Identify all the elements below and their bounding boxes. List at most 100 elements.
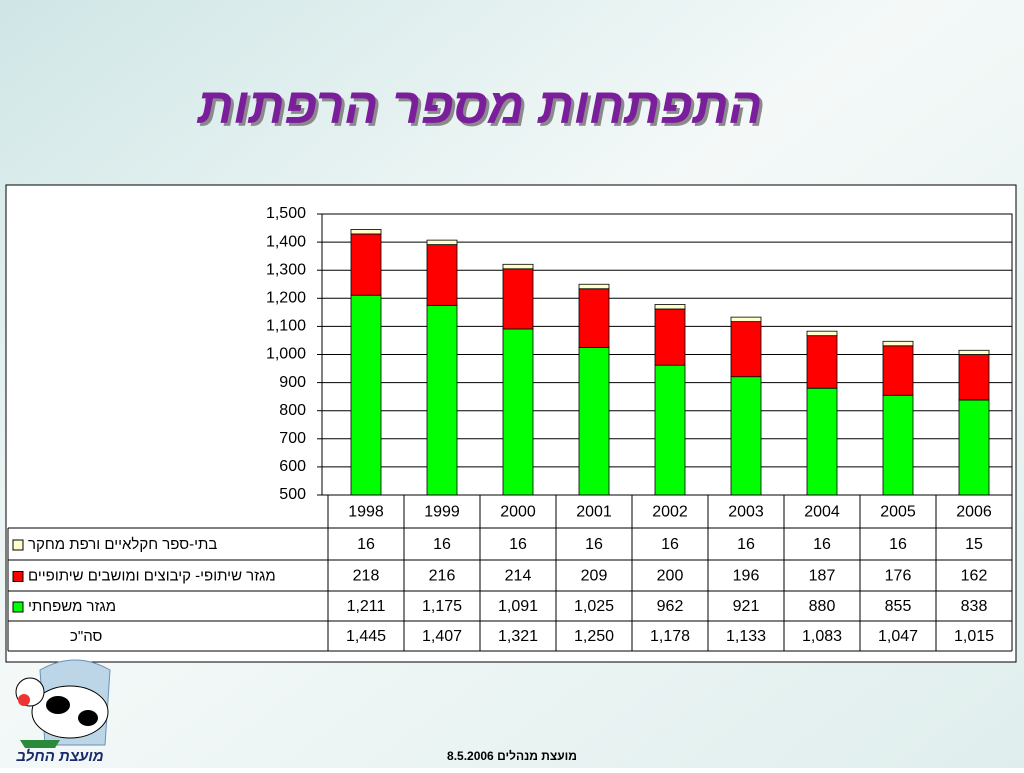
- x-tick-label: 2003: [728, 504, 764, 521]
- table-cell: 1,175: [422, 598, 462, 615]
- total-cell: 1,321: [498, 628, 538, 645]
- bar-segment: [958, 349, 990, 355]
- bar-segment: [806, 330, 838, 337]
- table-cell: 187: [809, 568, 836, 585]
- bar-segment: [654, 304, 686, 310]
- total-cell: 1,178: [650, 628, 690, 645]
- table-cell: 15: [965, 536, 983, 553]
- table-cell: 216: [429, 568, 456, 585]
- y-tick-label: 800: [279, 402, 306, 419]
- footer: מועצת מנהלים 8.5.2006: [447, 749, 577, 763]
- bar-segment: [426, 304, 458, 496]
- bar-segment: [578, 283, 610, 290]
- total-cell: 1,407: [422, 628, 462, 645]
- bar-segment: [730, 316, 762, 323]
- bar-segment: [426, 239, 458, 246]
- bar-segment: [958, 354, 990, 401]
- logo-text: מועצת החלב: [15, 748, 103, 765]
- logo-grass: [20, 740, 60, 748]
- table-cell: 855: [885, 598, 912, 615]
- logo: [15, 659, 111, 748]
- x-tick-label: 2006: [956, 504, 992, 521]
- bar-segment: [806, 387, 838, 496]
- y-tick-label: 900: [279, 374, 306, 391]
- x-tick-label: 2002: [652, 504, 688, 521]
- x-tick-label: 2001: [576, 504, 612, 521]
- total-label: סה"כ: [70, 628, 103, 645]
- bar-segment: [654, 364, 686, 496]
- x-tick-label: 1998: [348, 504, 384, 521]
- y-tick-label: 1,100: [266, 318, 306, 335]
- bar-segment: [350, 294, 382, 496]
- bar-segment: [730, 321, 762, 378]
- legend-swatch: [12, 539, 24, 551]
- bar-segment: [502, 263, 534, 270]
- bar-segment: [578, 288, 610, 348]
- x-tick-label: 1999: [424, 504, 460, 521]
- total-cell: 1,445: [346, 628, 386, 645]
- total-cell: 1,133: [726, 628, 766, 645]
- chart-title: התפתחות מספר הרפתות: [197, 78, 763, 134]
- bar-segment: [426, 244, 458, 306]
- bar-segment: [882, 345, 914, 396]
- legend-swatch: [12, 571, 24, 582]
- bar-segment: [806, 335, 838, 389]
- bar-segment: [654, 308, 686, 366]
- y-tick-label: 1,300: [266, 261, 306, 278]
- legend-label: מגזר שיתופי- קיבוצים ומושבים שיתופיים: [28, 567, 276, 584]
- legend-swatch: [12, 601, 24, 613]
- y-tick-label: 1,500: [266, 205, 306, 222]
- x-tick-label: 2005: [880, 504, 916, 521]
- logo-nose: [18, 694, 30, 706]
- bar-segment: [350, 233, 382, 296]
- y-tick-label: 700: [279, 430, 306, 447]
- table-cell: 16: [509, 536, 527, 553]
- table-cell: 214: [505, 568, 532, 585]
- bar-segment: [882, 394, 914, 496]
- table-cell: 16: [889, 536, 907, 553]
- table-cell: 196: [733, 568, 760, 585]
- table-cell: 16: [813, 536, 831, 553]
- table-cell: 1,025: [574, 598, 614, 615]
- bar-segment: [578, 347, 610, 496]
- table-cell: 1,091: [498, 598, 538, 615]
- table-cell: 176: [885, 568, 912, 585]
- table-cell: 16: [661, 536, 679, 553]
- total-cell: 1,047: [878, 628, 918, 645]
- x-tick-label: 2004: [804, 504, 840, 521]
- title-shadow: התפתחות מספר הרפתות: [200, 81, 766, 137]
- legend-label: מגזר משפחתי: [28, 598, 116, 615]
- bar-segment: [730, 376, 762, 496]
- y-tick-label: 600: [279, 458, 306, 475]
- table-cell: 838: [961, 598, 988, 615]
- table-cell: 921: [733, 598, 760, 615]
- table-cell: 16: [357, 536, 375, 553]
- y-tick-label: 500: [279, 486, 306, 503]
- total-cell: 1,250: [574, 628, 614, 645]
- table-cell: 1,211: [347, 598, 386, 615]
- total-cell: 1,015: [954, 628, 994, 645]
- table-cell: 880: [809, 598, 836, 615]
- total-cell: 1,083: [802, 628, 842, 645]
- y-tick-label: 1,200: [266, 290, 306, 307]
- logo-spot: [78, 710, 98, 726]
- x-tick-label: 2000: [500, 504, 536, 521]
- table-cell: 162: [961, 568, 988, 585]
- table-cell: 962: [657, 598, 684, 615]
- legend-label: בתי-ספר חקלאיים ורפת מחקר: [28, 536, 217, 553]
- table-cell: 209: [581, 568, 608, 585]
- table-cell: 16: [737, 536, 755, 553]
- bar-segment: [958, 399, 990, 496]
- table-cell: 16: [585, 536, 603, 553]
- bar-segment: [882, 340, 914, 347]
- table-cell: 16: [433, 536, 451, 553]
- table-cell: 218: [353, 568, 380, 585]
- y-tick-label: 1,400: [266, 233, 306, 250]
- bar-segment: [502, 328, 534, 496]
- y-tick-label: 1,000: [266, 346, 306, 363]
- table-cell: 200: [657, 568, 684, 585]
- bar-segment: [502, 268, 534, 330]
- logo-spot: [46, 696, 70, 714]
- bar-segment: [350, 229, 382, 235]
